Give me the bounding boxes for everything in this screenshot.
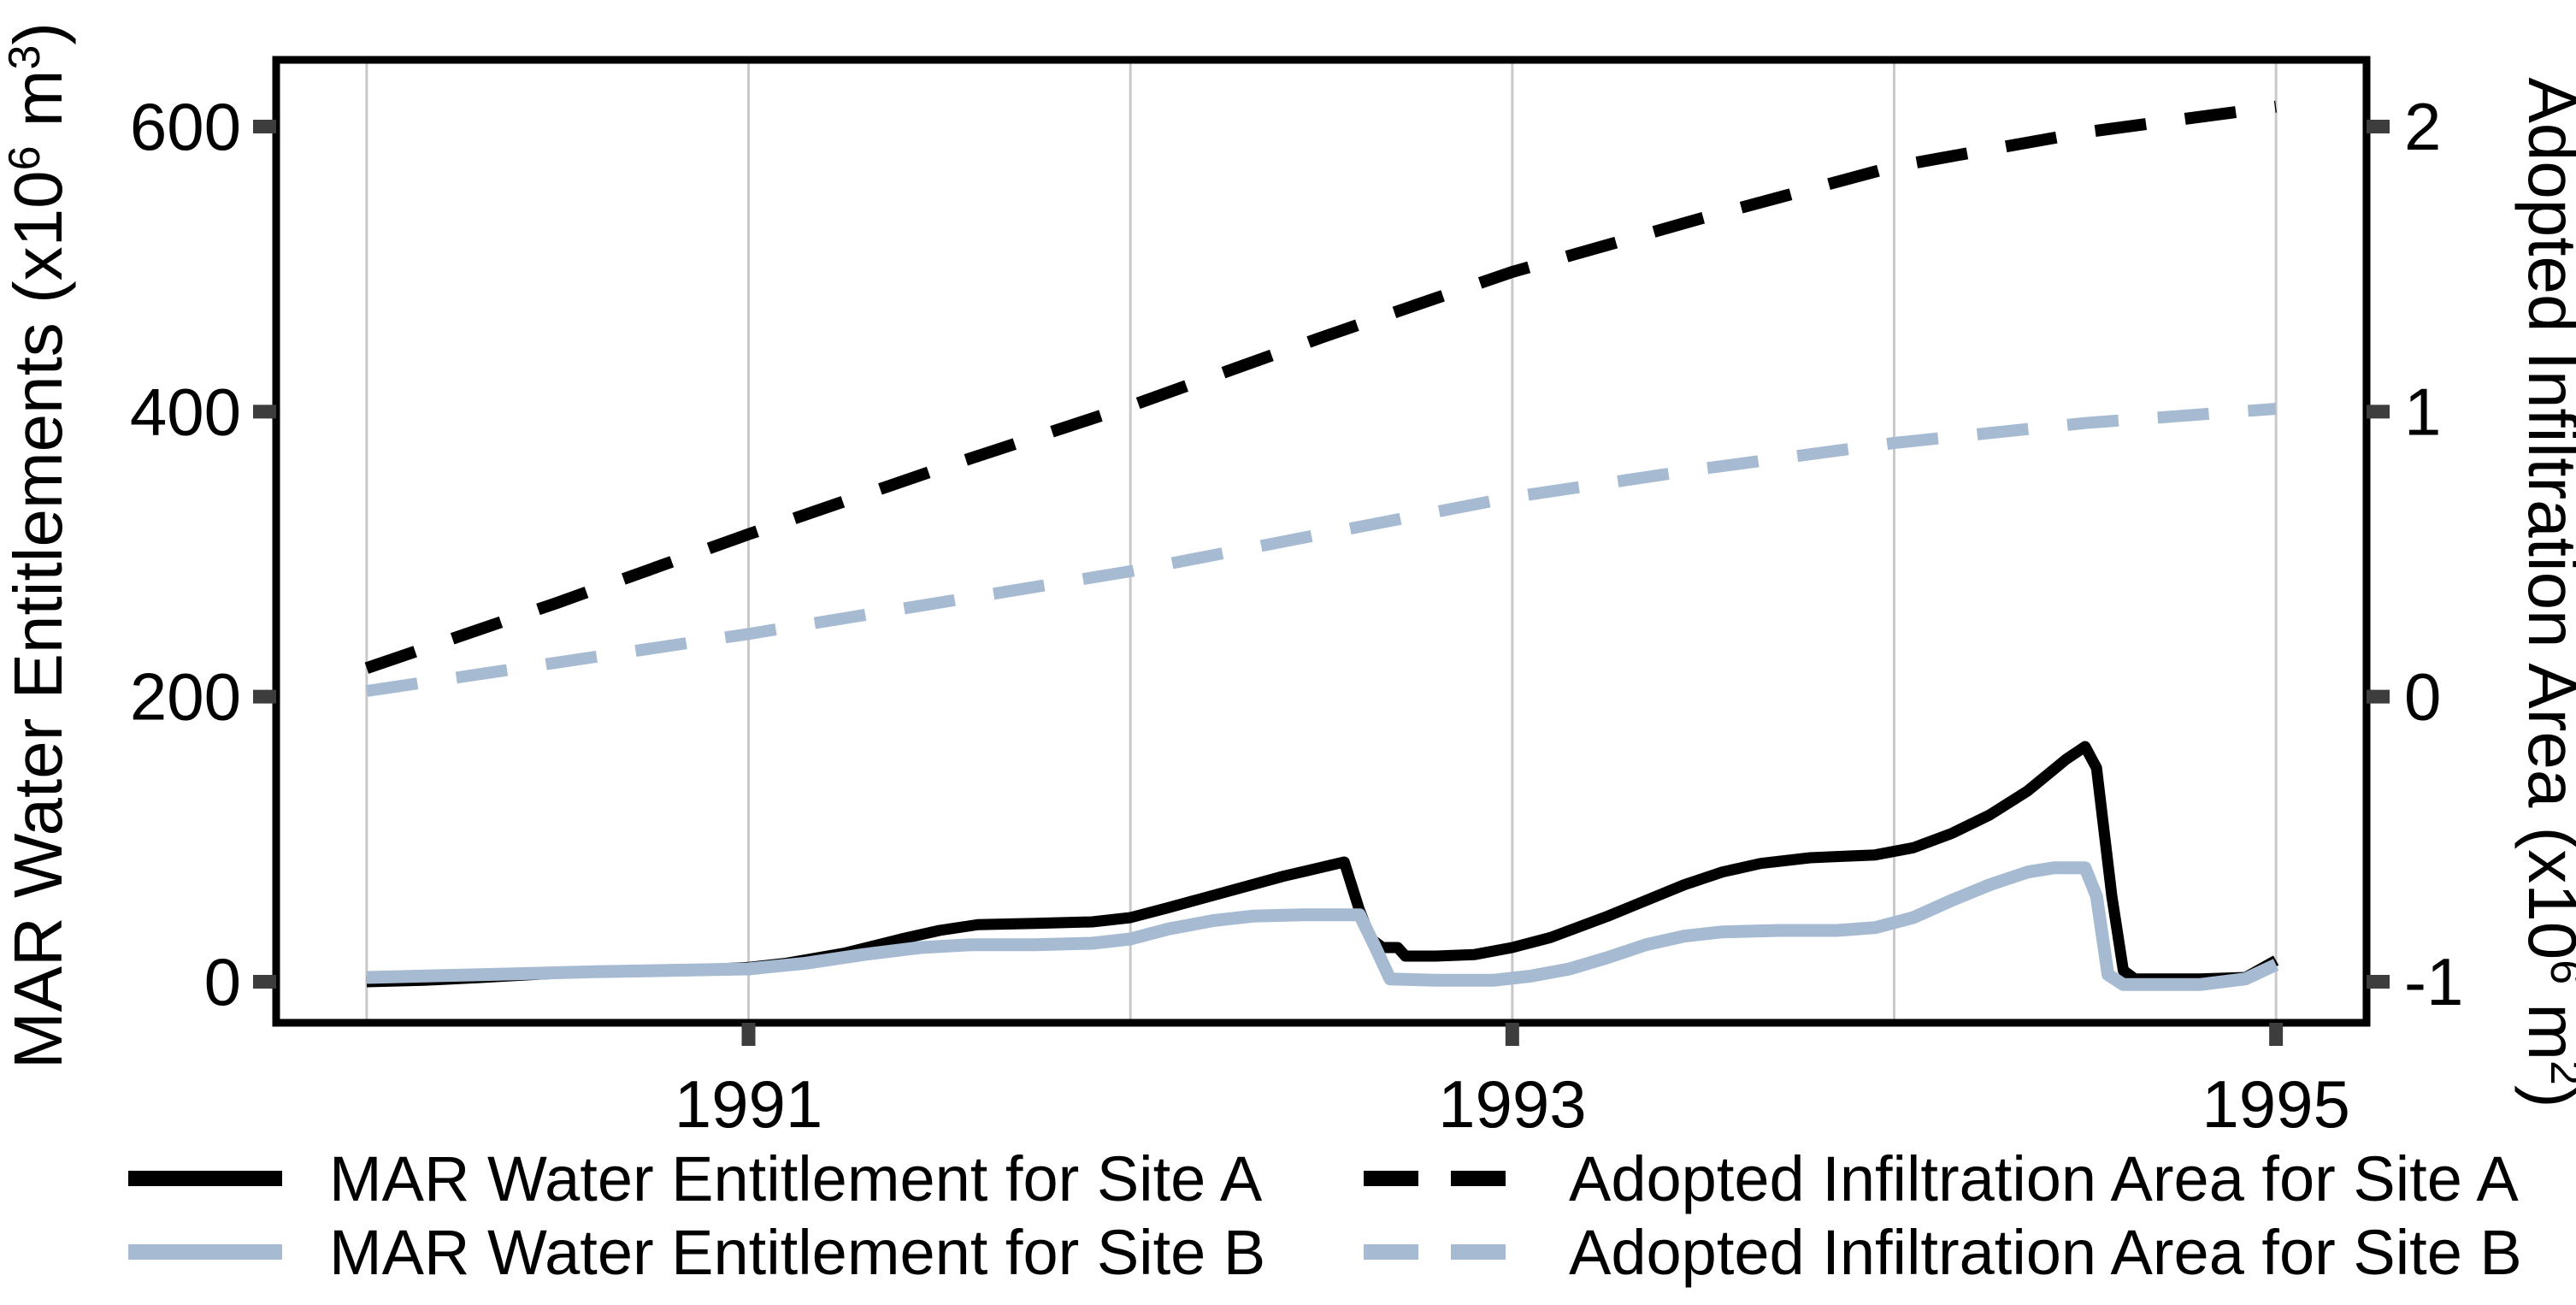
y-left-axis-title-text: m xyxy=(0,70,76,146)
y-right-tick-label-0: 0 xyxy=(2404,659,2441,735)
x-tick-label-1995: 1995 xyxy=(2202,1066,2350,1142)
y-right-tick-label-1: 1 xyxy=(2404,374,2441,449)
y-left-axis-title-superscript: 6 xyxy=(0,145,50,170)
y-right-axis-title-text: ) xyxy=(2514,1085,2576,1108)
left-axis-group: 600 400 200 0 xyxy=(130,89,276,1019)
x-axis-group: 1991 1993 1995 xyxy=(675,1023,2350,1142)
x-tick-label-1993: 1993 xyxy=(1438,1066,1587,1142)
y-left-axis-title-text: ) xyxy=(0,22,76,45)
legend-label: Adopted Infiltration Area for Site B xyxy=(1569,1217,2522,1288)
legend-label: Adopted Infiltration Area for Site A xyxy=(1569,1143,2519,1214)
y-left-tick-label-0: 0 xyxy=(204,944,241,1019)
series-group xyxy=(364,100,2279,991)
legend-label: MAR Water Entitlement for Site A xyxy=(329,1143,1263,1214)
y-left-tick-label-400: 400 xyxy=(130,374,241,449)
series-line-adopted-infiltration-area-for-site-b xyxy=(365,403,2277,697)
y-left-tick-label-600: 600 xyxy=(130,89,241,164)
right-axis-group: 2 1 0 -1 xyxy=(2367,89,2463,1019)
y-left-axis-title: MAR Water Entitlements (x106 m3) xyxy=(0,22,76,1069)
y-right-axis-title-text: Adopted Infiltration Area (x10 xyxy=(2514,77,2576,960)
y-left-axis-title-superscript: 3 xyxy=(0,45,50,70)
y-right-axis-title-text: m xyxy=(2514,984,2576,1060)
y-right-axis-title-superscript: 2 xyxy=(2541,1060,2576,1085)
y-right-tick-label-2: 2 xyxy=(2404,89,2441,164)
series-line-adopted-infiltration-area-for-site-a xyxy=(364,100,2278,674)
y-right-axis-title: Adopted Infiltration Area (x106 m2) xyxy=(2514,77,2576,1107)
y-left-axis-title-text: MAR Water Entitlements (x10 xyxy=(0,170,76,1069)
y-left-tick-label-200: 200 xyxy=(130,659,241,735)
gridlines-group xyxy=(365,60,2278,1023)
series-line-mar-water-entitlement-for-site-b xyxy=(366,861,2279,991)
plot-border xyxy=(272,56,2371,1027)
y-right-tick-label--1: -1 xyxy=(2404,944,2463,1019)
y-right-axis-title-superscript: 6 xyxy=(2541,960,2576,984)
x-tick-label-1991: 1991 xyxy=(675,1066,823,1142)
legend-label: MAR Water Entitlement for Site B xyxy=(329,1217,1265,1288)
